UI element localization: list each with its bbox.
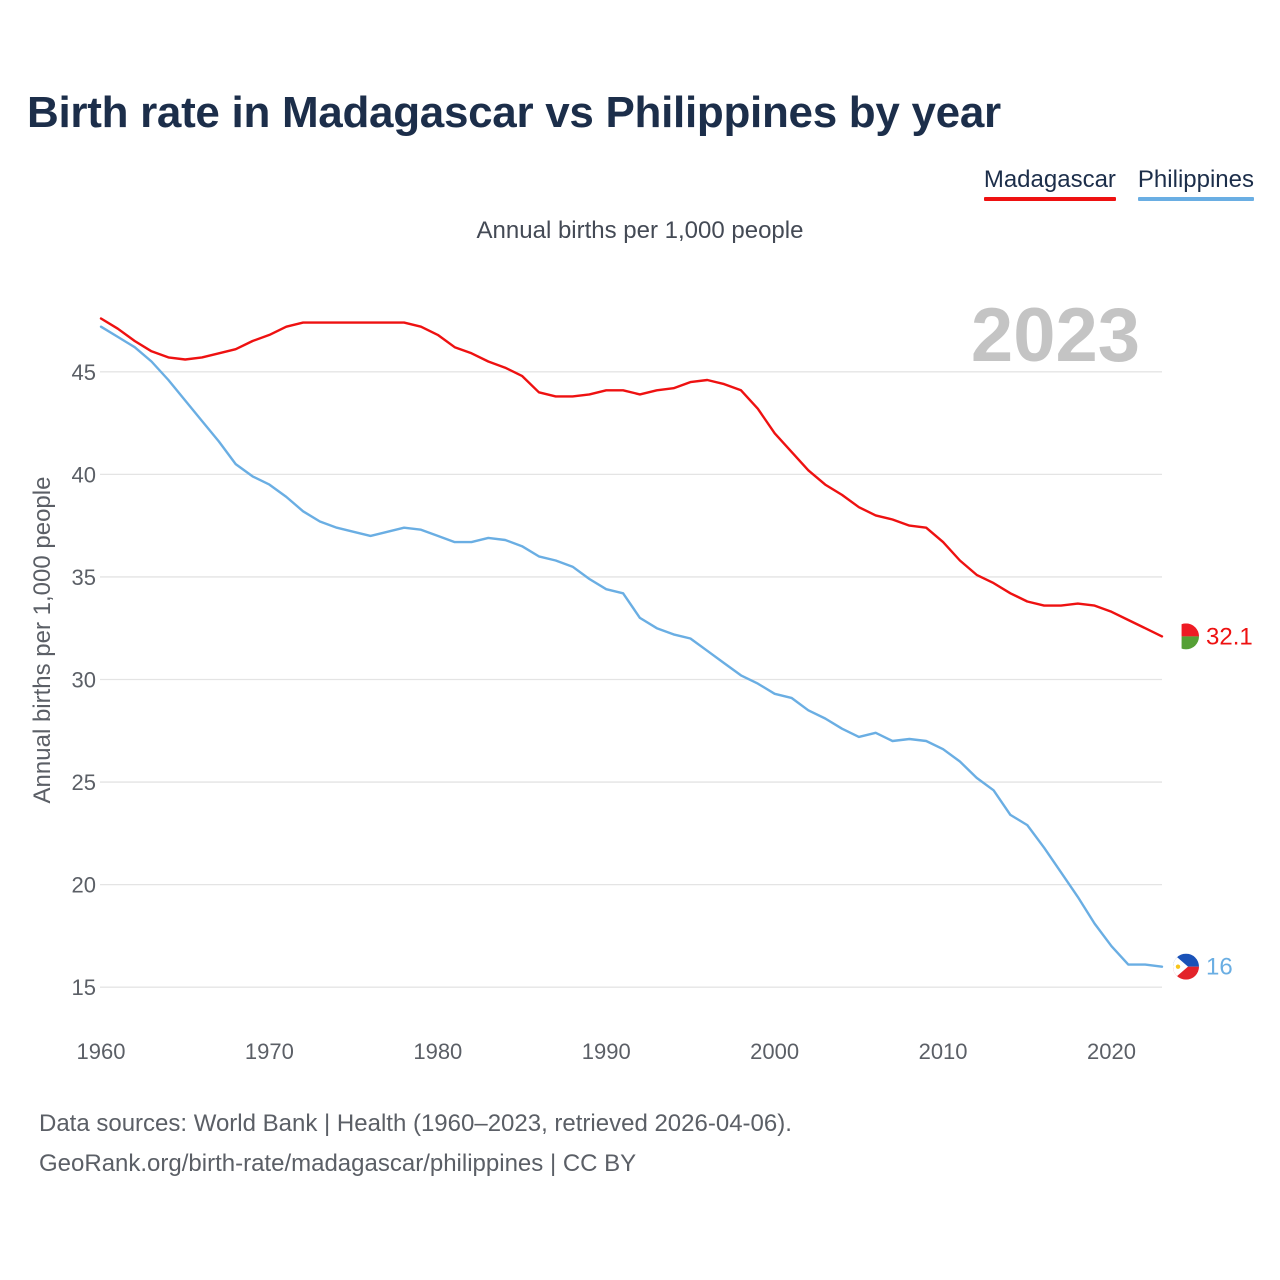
y-tick-label-45: 45 bbox=[72, 360, 96, 385]
y-tick-label-25: 25 bbox=[72, 770, 96, 795]
y-axis-ticks: 15 20 25 30 35 40 45 bbox=[72, 360, 96, 1000]
legend-label-madagascar: Madagascar bbox=[983, 166, 1116, 193]
x-tick-label-1970: 1970 bbox=[245, 1039, 294, 1064]
end-label-philippines: 16 bbox=[1206, 954, 1233, 981]
y-tick-label-35: 35 bbox=[72, 565, 96, 590]
footer: Data sources: World Bank | Health (1960–… bbox=[39, 1104, 792, 1184]
legend-label-philippines: Philippines bbox=[1137, 166, 1254, 193]
x-tick-label-1990: 1990 bbox=[582, 1039, 631, 1064]
chart-area: 15 20 25 30 35 40 45 1960 1970 1980 1990 2000 2010 2… bbox=[29, 293, 1253, 1064]
year-watermark: 2023 bbox=[971, 293, 1140, 378]
legend: Madagascar Philippines bbox=[983, 166, 1254, 201]
series-line-madagascar[interactable] bbox=[99, 317, 1164, 638]
legend-item-philippines[interactable]: Philippines bbox=[1137, 166, 1254, 201]
x-tick-label-2020: 2020 bbox=[1087, 1039, 1136, 1064]
x-tick-label-1980: 1980 bbox=[413, 1039, 462, 1064]
madagascar-flag-red bbox=[1181, 623, 1199, 637]
madagascar-flag-green bbox=[1181, 636, 1199, 650]
y-tick-label-20: 20 bbox=[72, 873, 96, 898]
x-tick-label-2000: 2000 bbox=[750, 1039, 799, 1064]
philippines-flag-triangle bbox=[1173, 953, 1188, 980]
philippines-flag-icon bbox=[1173, 953, 1199, 980]
madagascar-flag-icon bbox=[1173, 623, 1199, 650]
end-label-madagascar: 32.1 bbox=[1206, 623, 1253, 650]
footer-link[interactable]: GeoRank.org/birth-rate/madagascar/philip… bbox=[39, 1150, 637, 1177]
x-tick-label-2010: 2010 bbox=[919, 1039, 968, 1064]
x-axis-ticks: 1960 1970 1980 1990 2000 2010 2020 bbox=[77, 1039, 1136, 1064]
legend-swatch-madagascar bbox=[983, 197, 1116, 201]
madagascar-flag-white bbox=[1173, 623, 1182, 650]
footer-source: Data sources: World Bank | Health (1960–… bbox=[39, 1110, 792, 1137]
y-tick-label-30: 30 bbox=[72, 667, 96, 692]
grid-lines bbox=[100, 371, 1162, 988]
series-endpoints: 32.1 16 bbox=[1173, 623, 1253, 981]
series-lines bbox=[99, 317, 1164, 968]
legend-item-madagascar[interactable]: Madagascar bbox=[983, 166, 1116, 201]
y-tick-label-40: 40 bbox=[72, 462, 96, 487]
y-tick-label-15: 15 bbox=[72, 975, 96, 1000]
legend-swatch-philippines bbox=[1137, 197, 1254, 201]
x-tick-label-1960: 1960 bbox=[77, 1039, 126, 1064]
chart-subtitle: Annual births per 1,000 people bbox=[476, 217, 804, 244]
series-line-philippines[interactable] bbox=[99, 325, 1164, 968]
y-axis-title: Annual births per 1,000 people bbox=[29, 477, 56, 804]
chart-title: Birth rate in Madagascar vs Philippines … bbox=[27, 88, 1001, 137]
philippines-flag-sun bbox=[1175, 964, 1181, 969]
